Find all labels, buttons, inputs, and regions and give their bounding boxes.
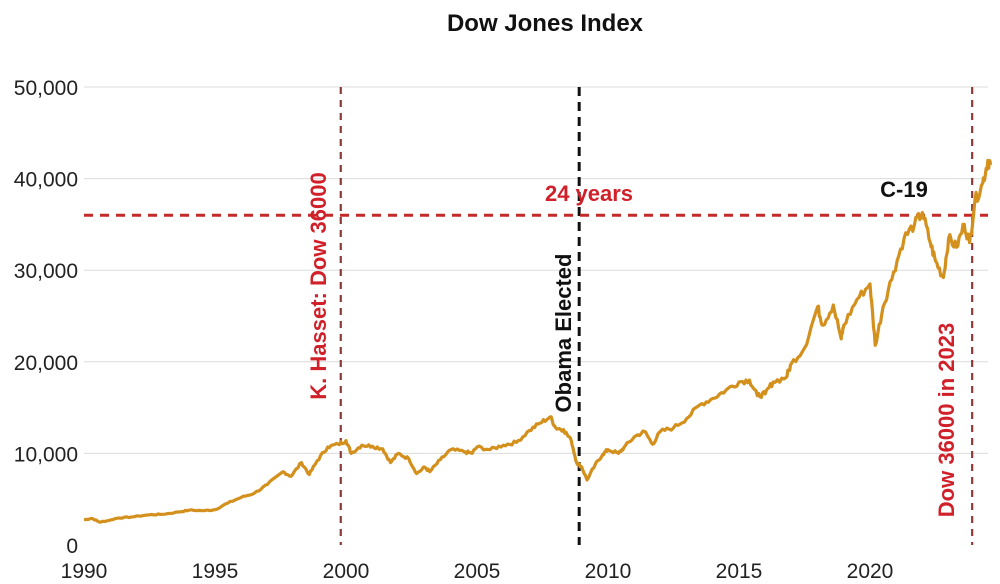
x-axis-ticks: 1990 1995 2000 2005 2010 2015 2020 xyxy=(61,560,894,583)
y-tick-label: 30,000 xyxy=(14,260,78,283)
y-axis-ticks: 0 10,000 20,000 30,000 40,000 50,000 xyxy=(14,77,78,558)
x-tick-label: 2020 xyxy=(847,560,894,583)
y-tick-label: 50,000 xyxy=(14,77,78,100)
x-tick-label: 1990 xyxy=(61,560,108,583)
reference-lines xyxy=(84,87,988,545)
chart-title: Dow Jones Index xyxy=(447,10,644,37)
x-tick-label: 1995 xyxy=(192,560,239,583)
x-tick-label: 2000 xyxy=(323,560,370,583)
gridlines xyxy=(84,86,988,454)
years-24-annotation: 24 years xyxy=(545,181,633,206)
dow-series-line xyxy=(83,158,993,524)
y-tick-label: 0 xyxy=(66,535,78,558)
y-tick-label: 10,000 xyxy=(14,443,78,466)
hasset-annotation: K. Hasset: Dow 36000 xyxy=(306,172,331,399)
obama-elected-annotation: Obama Elected xyxy=(551,254,576,413)
y-tick-label: 40,000 xyxy=(14,169,78,192)
c19-annotation: C-19 xyxy=(880,177,928,202)
x-tick-label: 2010 xyxy=(585,560,632,583)
x-tick-label: 2005 xyxy=(454,560,501,583)
dow-36000-2023-annotation: Dow 36000 in 2023 xyxy=(934,323,959,517)
y-tick-label: 20,000 xyxy=(14,352,78,375)
x-tick-label: 2015 xyxy=(716,560,763,583)
